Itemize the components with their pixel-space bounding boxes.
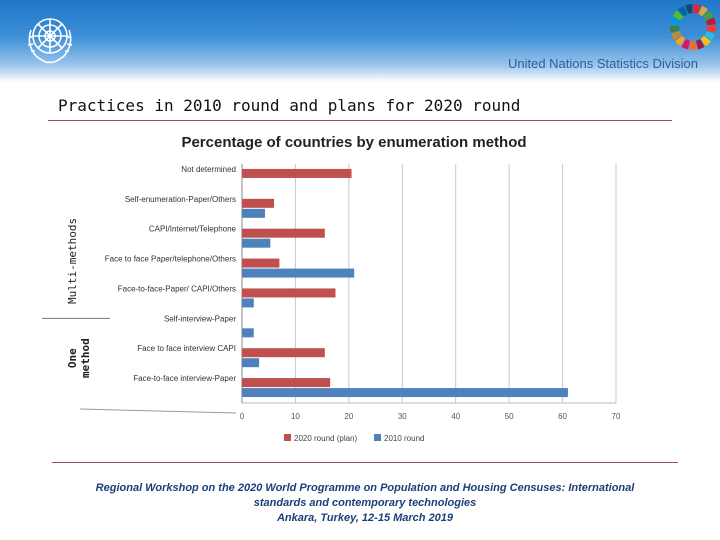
y-category-label: Face-to-face interview-Paper bbox=[133, 374, 236, 383]
footer-text: Regional Workshop on the 2020 World Prog… bbox=[40, 481, 690, 526]
bar-2020 bbox=[242, 288, 336, 298]
sdg-segment bbox=[685, 4, 693, 14]
sdg-segment bbox=[706, 25, 716, 33]
sdg-wheel-icon bbox=[670, 4, 716, 50]
legend-swatch bbox=[284, 434, 291, 441]
x-tick-label: 70 bbox=[612, 412, 621, 421]
sdg-segment bbox=[700, 35, 711, 47]
bar-2010 bbox=[242, 208, 265, 218]
group-baseline bbox=[79, 408, 237, 414]
bar-2020 bbox=[242, 378, 331, 388]
page-title: Practices in 2010 round and plans for 20… bbox=[58, 96, 521, 115]
x-tick-label: 40 bbox=[451, 412, 460, 421]
sdg-segment bbox=[671, 31, 682, 41]
division-name: United Nations Statistics Division bbox=[507, 56, 698, 71]
footer-line-3: Ankara, Turkey, 12-15 March 2019 bbox=[276, 512, 454, 524]
legend-label: 2020 round (plan) bbox=[294, 434, 357, 443]
sdg-segment bbox=[698, 5, 708, 17]
un-emblem-icon bbox=[27, 18, 73, 64]
title-divider bbox=[48, 120, 672, 121]
bar-2010 bbox=[242, 388, 568, 398]
footer-divider bbox=[52, 462, 678, 463]
bar-2020 bbox=[242, 228, 325, 238]
bar-2010 bbox=[242, 358, 260, 368]
sdg-segment bbox=[689, 40, 697, 50]
y-category-label: Self-enumeration-Paper/Others bbox=[125, 195, 236, 204]
footer-line-1: Regional Workshop on the 2020 World Prog… bbox=[95, 482, 635, 494]
x-tick-label: 30 bbox=[398, 412, 407, 421]
bar-2020 bbox=[242, 348, 325, 358]
bar-2010 bbox=[242, 238, 271, 248]
enumeration-method-chart: Percentage of countries by enumeration m… bbox=[42, 134, 621, 443]
sdg-segment bbox=[670, 17, 681, 26]
chart-title: Percentage of countries by enumeration m… bbox=[181, 134, 526, 151]
x-tick-label: 10 bbox=[291, 412, 300, 421]
sdg-segment bbox=[705, 17, 716, 26]
bar-2010 bbox=[242, 328, 254, 338]
sdg-segment bbox=[670, 25, 680, 33]
y-category-label: Not determined bbox=[181, 165, 236, 174]
sdg-segment bbox=[693, 4, 701, 14]
bar-2020 bbox=[242, 258, 280, 268]
y-category-label: Face to face Paper/telephone/Others bbox=[105, 255, 236, 264]
legend-label: 2010 round bbox=[384, 434, 424, 443]
bar-2010 bbox=[242, 298, 254, 308]
y-category-label: CAPI/Internet/Telephone bbox=[149, 225, 237, 234]
sdg-segment bbox=[702, 10, 714, 21]
sdg-segment bbox=[681, 39, 691, 50]
sdg-segment bbox=[704, 31, 715, 41]
footer-line-2: standards and contemporary technologies bbox=[253, 497, 477, 509]
x-tick-label: 20 bbox=[344, 412, 353, 421]
y-category-label: Face to face interview CAPI bbox=[137, 344, 236, 353]
sdg-segment bbox=[672, 10, 684, 21]
x-tick-label: 60 bbox=[558, 412, 567, 421]
legend-swatch bbox=[374, 434, 381, 441]
sdg-segment bbox=[675, 35, 686, 47]
sdg-segment bbox=[678, 5, 688, 17]
y-category-label: Face-to-face-Paper/ CAPI/Others bbox=[118, 284, 236, 293]
sdg-segment bbox=[695, 39, 705, 50]
bar-2020 bbox=[242, 168, 352, 178]
header-banner: United Nations Statistics Division bbox=[0, 0, 720, 82]
y-category-label: Self-interview-Paper bbox=[164, 314, 236, 323]
x-tick-label: 0 bbox=[240, 412, 245, 421]
x-tick-label: 50 bbox=[505, 412, 514, 421]
bar-2020 bbox=[242, 198, 275, 208]
bar-2010 bbox=[242, 268, 355, 278]
